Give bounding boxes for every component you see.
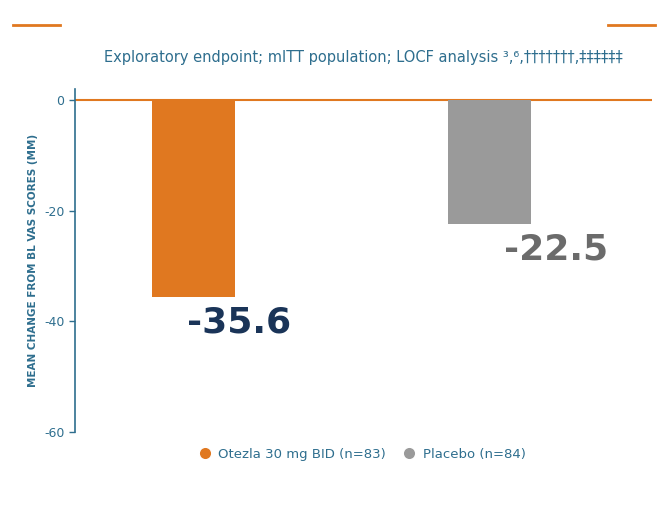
Y-axis label: MEAN CHANGE FROM BL VAS SCORES (MM): MEAN CHANGE FROM BL VAS SCORES (MM) [28, 134, 38, 387]
Legend: Otezla 30 mg BID (n=83), Placebo (n=84): Otezla 30 mg BID (n=83), Placebo (n=84) [196, 442, 531, 466]
Text: Exploratory endpoint; mITT population; LOCF analysis ³,⁶,†††††††,‡‡‡‡‡‡: Exploratory endpoint; mITT population; L… [104, 50, 623, 65]
Text: -22.5: -22.5 [504, 233, 609, 267]
Bar [448, 100, 531, 224]
Text: -35.6: -35.6 [187, 305, 291, 339]
Bar [152, 100, 234, 297]
